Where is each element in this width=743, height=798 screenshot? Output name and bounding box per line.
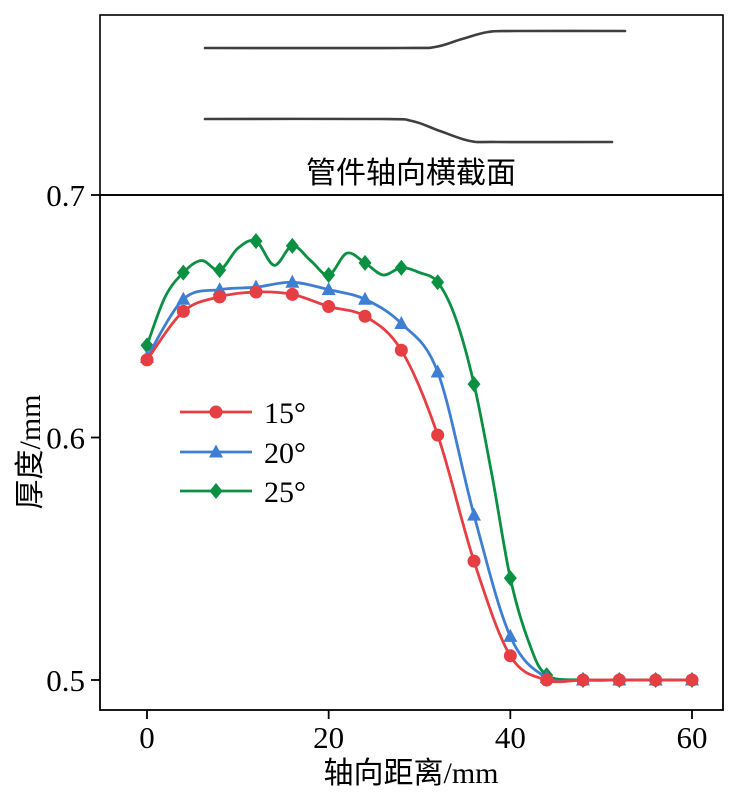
series-marker-15deg	[213, 290, 227, 304]
series-marker-25deg	[322, 267, 336, 284]
x-axis-label: 轴向距离/mm	[323, 757, 498, 790]
pipe-profile-top	[203, 29, 627, 50]
series-marker-15deg	[176, 304, 190, 318]
series-marker-20deg	[467, 507, 481, 521]
series-marker-15deg	[431, 428, 445, 442]
series-marker-15deg	[285, 287, 299, 301]
x-tick-label: 0	[139, 720, 155, 755]
series-marker-15deg	[394, 343, 408, 357]
series-line-25deg	[145, 238, 692, 682]
x-tick-label: 20	[313, 720, 344, 755]
inset-title: 管件轴向横截面	[306, 157, 516, 190]
legend-label-25deg: 25°	[264, 476, 306, 509]
legend-label-20deg: 20°	[264, 437, 306, 470]
series-marker-25deg	[467, 376, 481, 393]
legend-marker-20deg	[209, 444, 223, 458]
static-text-layer: 管件轴向横截面 厚度/mm 轴向距离/mm	[14, 157, 516, 790]
x-tick-label: 40	[495, 720, 526, 755]
series-20deg	[140, 274, 699, 686]
series-marker-20deg	[503, 628, 518, 642]
y-axis-label: 厚度/mm	[14, 394, 47, 509]
series-marker-20deg	[430, 364, 445, 378]
series-marker-25deg	[249, 233, 263, 250]
series-marker-20deg	[394, 316, 409, 330]
series-marker-20deg	[176, 291, 191, 305]
series-marker-15deg	[140, 353, 154, 367]
pipe-profile-bottom	[203, 117, 614, 144]
series-marker-25deg	[431, 274, 445, 291]
legend-marker-15deg	[209, 405, 223, 419]
generated-chart-layer: 0 20 40 60 0.5 0.6 0.7 15° 20° 25°	[46, 14, 724, 755]
series-line-15deg	[145, 290, 692, 684]
series-marker-15deg	[685, 673, 699, 687]
series-marker-15deg	[576, 673, 590, 687]
series-15deg	[140, 285, 699, 687]
series-marker-15deg	[467, 554, 481, 568]
series-marker-15deg	[249, 285, 263, 299]
y-tick-label: 0.6	[46, 421, 85, 456]
series-marker-25deg	[503, 570, 517, 587]
plot-box	[99, 194, 724, 711]
series-marker-25deg	[285, 237, 299, 254]
series-marker-25deg	[358, 254, 372, 271]
x-tick-label: 60	[677, 720, 708, 755]
series-marker-15deg	[322, 300, 336, 314]
series-marker-20deg	[321, 282, 336, 296]
series-marker-20deg	[358, 291, 372, 305]
series-marker-25deg	[394, 259, 408, 276]
legend-label-15deg: 15°	[264, 397, 306, 430]
y-tick-label: 0.5	[46, 663, 85, 698]
series-line-20deg	[145, 280, 692, 683]
series-marker-15deg	[358, 309, 372, 323]
y-tick-label: 0.7	[46, 178, 85, 213]
series-marker-25deg	[213, 262, 227, 279]
series-marker-15deg	[503, 649, 517, 663]
series-marker-15deg	[649, 673, 663, 687]
legend: 15° 20° 25°	[180, 397, 306, 509]
series-marker-15deg	[540, 673, 554, 687]
series-marker-15deg	[612, 673, 626, 687]
legend-marker-25deg	[209, 483, 223, 499]
inset-box	[99, 14, 724, 196]
series-marker-25deg	[176, 264, 190, 281]
series-marker-20deg	[285, 274, 300, 288]
